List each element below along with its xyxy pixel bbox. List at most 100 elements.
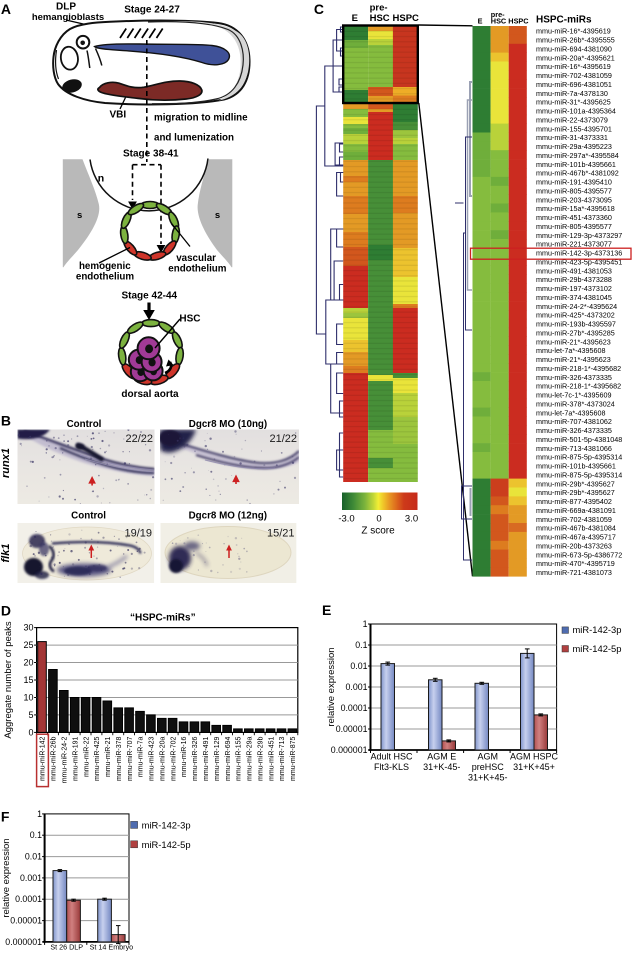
- svg-text:mmu-miR-29b*-4395627: mmu-miR-29b*-4395627: [536, 479, 615, 488]
- svg-text:mmu-miR-31*-4395625: mmu-miR-31*-4395625: [536, 98, 611, 107]
- svg-text:mmu-miR-425: mmu-miR-425: [94, 736, 101, 780]
- svg-text:mmu-miR-7a: mmu-miR-7a: [138, 737, 145, 778]
- svg-text:mmu-miR-875-5p-4395314: mmu-miR-875-5p-4395314: [536, 470, 622, 479]
- svg-text:mmu-miR-22: mmu-miR-22: [83, 737, 90, 778]
- svg-text:mmu-let-7a*-4395608: mmu-let-7a*-4395608: [536, 346, 606, 355]
- svg-text:VBI: VBI: [109, 110, 126, 121]
- svg-text:mmu-miR-129: mmu-miR-129: [214, 736, 221, 780]
- svg-text:preHSC: preHSC: [472, 762, 505, 772]
- svg-text:0.00001: 0.00001: [10, 916, 42, 926]
- svg-text:mmu-miR-221-4373077: mmu-miR-221-4373077: [536, 240, 612, 249]
- svg-text:0.01: 0.01: [350, 661, 367, 671]
- svg-text:mmu-miR-491: mmu-miR-491: [203, 736, 210, 780]
- svg-text:miR-142-5p: miR-142-5p: [142, 839, 191, 850]
- svg-text:relative expression: relative expression: [1, 838, 12, 917]
- svg-text:mmu-miR-378*-4373024: mmu-miR-378*-4373024: [536, 399, 615, 408]
- svg-text:AGM E: AGM E: [427, 752, 456, 762]
- svg-text:mmu-miR-451-4373360: mmu-miR-451-4373360: [536, 213, 612, 222]
- svg-text:Aggregate number of peaks: Aggregate number of peaks: [3, 621, 14, 738]
- svg-text:HSPC-miRs: HSPC-miRs: [536, 15, 592, 26]
- svg-text:Control: Control: [67, 419, 102, 430]
- svg-text:mmu-miR-218-1*-4395682: mmu-miR-218-1*-4395682: [536, 364, 621, 373]
- svg-text:mmu-miR-669a-4381091: mmu-miR-669a-4381091: [536, 506, 616, 515]
- svg-text:mmu-miR-20a*-4395621: mmu-miR-20a*-4395621: [536, 53, 615, 62]
- svg-text:mmu-miR-875: mmu-miR-875: [290, 736, 297, 780]
- svg-text:mmu-miR-26b: mmu-miR-26b: [51, 736, 58, 780]
- svg-text:15/21: 15/21: [267, 528, 295, 540]
- svg-text:mmu-miR-501-5p-4381048: mmu-miR-501-5p-4381048: [536, 435, 622, 444]
- svg-text:Control: Control: [71, 511, 106, 522]
- svg-text:mmu-miR-101a-4395364: mmu-miR-101a-4395364: [536, 107, 616, 116]
- svg-text:mmu-miR-24-2: mmu-miR-24-2: [62, 736, 69, 783]
- svg-text:mmu-miR-326-4373335: mmu-miR-326-4373335: [536, 426, 612, 435]
- svg-text:s: s: [215, 210, 220, 221]
- svg-text:“HSPC-miRs”: “HSPC-miRs”: [130, 613, 196, 624]
- svg-text:mmu-miR-155-4395701: mmu-miR-155-4395701: [536, 124, 612, 133]
- svg-text:mmu-miR-129-3p-4373297: mmu-miR-129-3p-4373297: [536, 231, 622, 240]
- svg-text:miR-142-3p: miR-142-3p: [573, 624, 622, 635]
- svg-text:mmu-miR-20a: mmu-miR-20a: [160, 736, 167, 780]
- svg-text:Stage 24-27: Stage 24-27: [124, 5, 180, 16]
- svg-text:22/22: 22/22: [125, 433, 153, 445]
- svg-text:mmu-miR-702-4381059: mmu-miR-702-4381059: [536, 515, 612, 524]
- svg-text:flk1: flk1: [0, 544, 12, 563]
- svg-text:pre-: pre-: [491, 10, 505, 19]
- svg-text:0: 0: [28, 728, 33, 738]
- svg-text:AGM: AGM: [478, 752, 499, 762]
- svg-text:HSPC: HSPC: [393, 13, 420, 24]
- svg-text:relative expression: relative expression: [326, 647, 337, 726]
- svg-text:mmu-miR-713: mmu-miR-713: [279, 736, 286, 780]
- svg-text:E: E: [478, 17, 483, 26]
- svg-text:mmu-miR-467b-4381084: mmu-miR-467b-4381084: [536, 524, 616, 533]
- svg-text:mmu-miR-805-4395577: mmu-miR-805-4395577: [536, 186, 612, 195]
- svg-text:mmu-miR-21*-4395623: mmu-miR-21*-4395623: [536, 337, 611, 346]
- svg-text:C: C: [314, 1, 324, 17]
- svg-text:1: 1: [363, 619, 368, 629]
- svg-text:21/22: 21/22: [269, 433, 297, 445]
- svg-text:mmu-miR-142-3p-4373136: mmu-miR-142-3p-4373136: [536, 249, 622, 258]
- svg-text:mmu-miR-27b*-4395285: mmu-miR-27b*-4395285: [536, 328, 615, 337]
- svg-text:31+K-45-: 31+K-45-: [423, 762, 460, 772]
- svg-text:mmu-miR-721-4381073: mmu-miR-721-4381073: [536, 568, 612, 577]
- svg-text:hemogenic: hemogenic: [79, 261, 131, 272]
- svg-text:mmu-miR-378: mmu-miR-378: [116, 736, 123, 780]
- svg-text:E: E: [322, 602, 331, 618]
- svg-text:mmu-miR-203-4373095: mmu-miR-203-4373095: [536, 195, 612, 204]
- svg-text:0.0001: 0.0001: [15, 894, 42, 904]
- svg-text:Dgcr8 MO (10ng): Dgcr8 MO (10ng): [189, 419, 267, 430]
- svg-text:mmu-miR-713-4381066: mmu-miR-713-4381066: [536, 444, 612, 453]
- svg-text:mmu-miR-218-1*-4395682: mmu-miR-218-1*-4395682: [536, 382, 621, 391]
- svg-text:mmu-miR-696-4381051: mmu-miR-696-4381051: [536, 80, 612, 89]
- svg-text:mmu-miR-29a-4395223: mmu-miR-29a-4395223: [536, 142, 612, 151]
- svg-text:mmu-miR-467a-4395717: mmu-miR-467a-4395717: [536, 533, 616, 542]
- svg-text:Flt3-KLS: Flt3-KLS: [374, 762, 409, 772]
- svg-text:mmu-miR-7a-4378130: mmu-miR-7a-4378130: [536, 89, 608, 98]
- svg-text:miR-142-3p: miR-142-3p: [142, 819, 191, 830]
- svg-text:mmu-miR-694: mmu-miR-694: [225, 736, 232, 780]
- svg-text:endothelium: endothelium: [168, 264, 227, 275]
- svg-text:mmu-miR-425*-4373202: mmu-miR-425*-4373202: [536, 311, 615, 320]
- svg-text:mmu-miR-326: mmu-miR-326: [192, 736, 199, 780]
- svg-text:Stage 42-44: Stage 42-44: [122, 291, 178, 302]
- svg-text:n: n: [98, 173, 104, 185]
- svg-text:s: s: [77, 210, 82, 221]
- svg-text:mmu-miR-16: mmu-miR-16: [181, 737, 188, 778]
- svg-text:mmu-miR-20b-4373263: mmu-miR-20b-4373263: [536, 542, 612, 551]
- svg-text:DLP: DLP: [56, 2, 76, 13]
- svg-text:mmu-miR-875-5p-4395314: mmu-miR-875-5p-4395314: [536, 453, 622, 462]
- svg-text:10: 10: [23, 693, 33, 703]
- svg-text:mmu-miR-191: mmu-miR-191: [72, 736, 79, 780]
- svg-text:mmu-miR-22-4373079: mmu-miR-22-4373079: [536, 116, 608, 125]
- svg-text:HSC: HSC: [491, 17, 507, 26]
- svg-text:mmu-miR-423-5p-4395451: mmu-miR-423-5p-4395451: [536, 257, 622, 266]
- svg-text:pre-: pre-: [370, 2, 388, 13]
- svg-text:mmu-miR-21: mmu-miR-21: [105, 737, 112, 778]
- svg-text:HSC: HSC: [370, 13, 390, 24]
- svg-text:0.1: 0.1: [30, 830, 42, 840]
- svg-text:mmu-miR-21*-4395623: mmu-miR-21*-4395623: [536, 355, 611, 364]
- svg-text:Adult HSC: Adult HSC: [370, 752, 413, 762]
- svg-text:Dgcr8 MO (12ng): Dgcr8 MO (12ng): [189, 511, 267, 522]
- svg-text:mmu-miR-15a*-4395618: mmu-miR-15a*-4395618: [536, 204, 615, 213]
- svg-text:Z score: Z score: [361, 526, 395, 537]
- svg-text:mmu-miR-877-4395402: mmu-miR-877-4395402: [536, 497, 612, 506]
